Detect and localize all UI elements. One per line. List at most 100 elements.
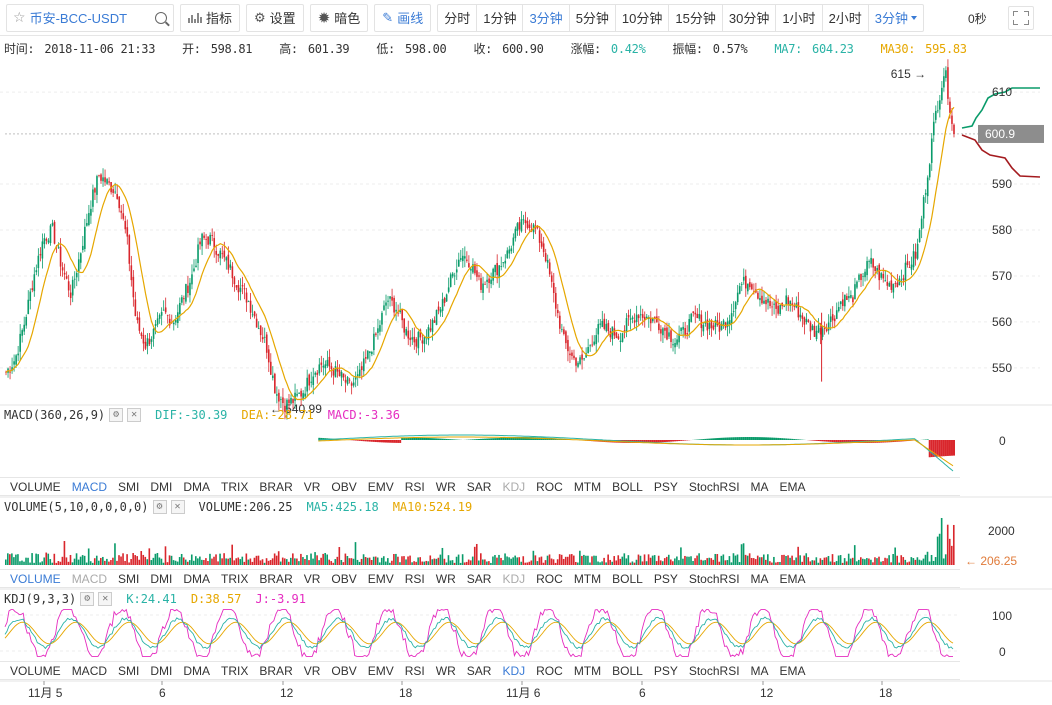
volume-bar xyxy=(199,556,201,565)
indicator-tab-boll[interactable]: BOLL xyxy=(612,479,643,494)
gear-icon[interactable]: ⚙ xyxy=(109,408,124,422)
indicator-tab-macd[interactable]: MACD xyxy=(71,479,108,494)
period-1[interactable]: 1分钟 xyxy=(477,4,524,31)
indicator-tab-kdj[interactable]: KDJ xyxy=(502,479,526,494)
indicator-tab-emv[interactable]: EMV xyxy=(367,571,394,586)
indicator-tab-volume[interactable]: VOLUME xyxy=(10,479,61,494)
volume-bar xyxy=(940,518,943,565)
period-7[interactable]: 1小时 xyxy=(776,4,823,31)
indicator-tab-dmi[interactable]: DMI xyxy=(150,571,173,586)
indicator-tab-ma[interactable]: MA xyxy=(750,479,769,494)
indicator-tab-mtm[interactable]: MTM xyxy=(573,571,602,586)
indicator-tab-sar[interactable]: SAR xyxy=(466,571,492,586)
indicator-tab-vr[interactable]: VR xyxy=(303,663,321,678)
period-2[interactable]: 3分钟 xyxy=(523,4,570,31)
indicators-button[interactable]: 指标 xyxy=(180,3,241,32)
indicator-tab-trix[interactable]: TRIX xyxy=(221,571,249,586)
star-icon[interactable]: ☆ xyxy=(13,9,26,25)
indicator-tab-emv[interactable]: EMV xyxy=(367,479,394,494)
dark-mode-button[interactable]: ✹ 暗色 xyxy=(309,3,369,32)
volume-bar xyxy=(447,555,450,565)
indicator-tab-dmi[interactable]: DMI xyxy=(150,663,173,678)
indicator-tab-vr[interactable]: VR xyxy=(303,479,321,494)
volume-bar xyxy=(259,560,262,565)
indicator-tab-trix[interactable]: TRIX xyxy=(221,479,249,494)
indicator-tab-ma[interactable]: MA xyxy=(750,663,769,678)
indicator-tab-boll[interactable]: BOLL xyxy=(612,571,643,586)
macd-bar xyxy=(484,438,487,440)
indicator-tab-ma[interactable]: MA xyxy=(750,571,769,586)
indicator-tab-dma[interactable]: DMA xyxy=(183,571,211,586)
indicator-tab-emv[interactable]: EMV xyxy=(367,663,394,678)
indicator-tab-stochrsi[interactable]: StochRSI xyxy=(688,479,740,494)
indicator-tab-dma[interactable]: DMA xyxy=(183,663,211,678)
period-dropdown[interactable]: 3分钟 xyxy=(869,5,923,31)
fullscreen-icon[interactable] xyxy=(1008,6,1034,30)
indicator-tab-psy[interactable]: PSY xyxy=(653,479,678,494)
indicator-tab-wr[interactable]: WR xyxy=(435,479,456,494)
search-icon[interactable] xyxy=(155,11,167,24)
indicator-tab-smi[interactable]: SMI xyxy=(118,571,140,586)
indicator-tab-wr[interactable]: WR xyxy=(435,663,456,678)
indicator-tab-roc[interactable]: ROC xyxy=(536,663,563,678)
indicator-tab-sar[interactable]: SAR xyxy=(466,479,492,494)
indicator-tab-mtm[interactable]: MTM xyxy=(573,663,602,678)
indicator-tab-vr[interactable]: VR xyxy=(303,571,321,586)
indicator-tab-psy[interactable]: PSY xyxy=(653,571,678,586)
close-icon[interactable]: ✕ xyxy=(127,408,142,422)
period-8[interactable]: 2小时 xyxy=(823,4,869,31)
period-3[interactable]: 5分钟 xyxy=(570,4,616,31)
indicator-tab-stochrsi[interactable]: StochRSI xyxy=(688,663,740,678)
indicator-tab-macd[interactable]: MACD xyxy=(71,663,108,678)
indicator-tab-ema[interactable]: EMA xyxy=(779,571,806,586)
macd-bar xyxy=(522,437,525,440)
close-icon[interactable]: ✕ xyxy=(98,592,113,606)
indicator-tab-obv[interactable]: OBV xyxy=(331,663,357,678)
settings-button[interactable]: ⚙ 设置 xyxy=(246,3,304,32)
indicator-tab-dmi[interactable]: DMI xyxy=(150,479,173,494)
period-5[interactable]: 15分钟 xyxy=(669,4,723,31)
indicator-tab-trix[interactable]: TRIX xyxy=(221,663,249,678)
indicator-tab-obv[interactable]: OBV xyxy=(331,479,357,494)
indicator-tab-roc[interactable]: ROC xyxy=(536,479,563,494)
indicator-tab-obv[interactable]: OBV xyxy=(331,571,357,586)
candle-body xyxy=(700,314,703,329)
indicator-tab-stochrsi[interactable]: StochRSI xyxy=(688,571,740,586)
indicator-tab-roc[interactable]: ROC xyxy=(536,571,563,586)
indicator-tab-brar[interactable]: BRAR xyxy=(259,663,293,678)
volume-bar xyxy=(663,558,666,565)
indicator-tab-volume[interactable]: VOLUME xyxy=(10,571,61,586)
volume-bar xyxy=(374,556,377,565)
indicator-tab-psy[interactable]: PSY xyxy=(653,663,678,678)
indicator-tab-volume[interactable]: VOLUME xyxy=(10,663,61,678)
indicator-tab-smi[interactable]: SMI xyxy=(118,663,140,678)
indicator-tab-kdj[interactable]: KDJ xyxy=(502,663,526,678)
close-icon[interactable]: ✕ xyxy=(170,500,185,514)
candle-body xyxy=(581,354,583,360)
indicator-tab-sar[interactable]: SAR xyxy=(466,663,492,678)
indicator-tab-rsi[interactable]: RSI xyxy=(404,479,425,494)
indicator-tab-mtm[interactable]: MTM xyxy=(573,479,602,494)
period-4[interactable]: 10分钟 xyxy=(616,4,670,31)
symbol-selector[interactable]: ☆ 币安-BCC-USDT xyxy=(6,3,174,32)
gear-icon[interactable]: ⚙ xyxy=(80,592,95,606)
indicator-tab-boll[interactable]: BOLL xyxy=(612,663,643,678)
period-0[interactable]: 分时 xyxy=(438,4,478,31)
candle-body xyxy=(880,273,883,278)
indicator-tab-kdj[interactable]: KDJ xyxy=(502,571,526,586)
period-6[interactable]: 30分钟 xyxy=(723,4,777,31)
candle-body xyxy=(870,257,872,264)
indicator-tab-ema[interactable]: EMA xyxy=(779,479,806,494)
indicator-tab-rsi[interactable]: RSI xyxy=(404,663,425,678)
indicator-tab-smi[interactable]: SMI xyxy=(118,479,140,494)
indicator-tab-macd[interactable]: MACD xyxy=(71,571,108,586)
draw-button[interactable]: ✎ 画线 xyxy=(374,3,432,32)
gear-icon[interactable]: ⚙ xyxy=(152,500,167,514)
indicator-tab-wr[interactable]: WR xyxy=(435,571,456,586)
indicator-tab-brar[interactable]: BRAR xyxy=(259,571,293,586)
indicator-tab-ema[interactable]: EMA xyxy=(779,663,806,678)
indicator-tab-rsi[interactable]: RSI xyxy=(404,571,425,586)
indicator-tab-brar[interactable]: BRAR xyxy=(259,479,293,494)
indicator-tab-dma[interactable]: DMA xyxy=(183,479,211,494)
